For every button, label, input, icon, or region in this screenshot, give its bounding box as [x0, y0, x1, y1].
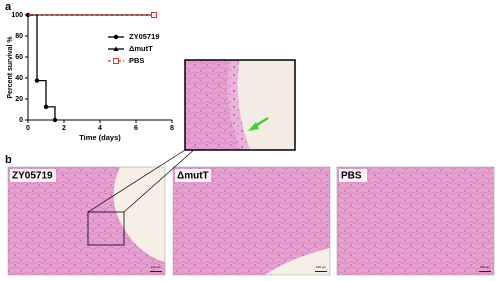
x-tick-label: 0 — [26, 125, 30, 132]
label-bg — [339, 169, 367, 182]
label-bg — [175, 169, 211, 182]
y-tick-label: 40 — [15, 75, 23, 82]
x-tick-label: 6 — [134, 125, 138, 132]
zoom-inset — [184, 59, 296, 151]
x-tick-label: 2 — [62, 125, 66, 132]
legend-marker — [113, 34, 119, 40]
y-tick-label: 60 — [15, 54, 23, 61]
histology-image — [7, 166, 166, 276]
scale-bar-label: 100 μm — [151, 265, 162, 269]
image-label: ZY05719 — [12, 171, 53, 182]
x-axis-label: Time (days) — [79, 133, 121, 142]
histology-image — [172, 166, 331, 276]
zoom-line — [87, 149, 186, 213]
y-tick-label: 100 — [11, 12, 23, 19]
y-tick-label: 0 — [19, 117, 23, 124]
scale-bar-label: 100 μm — [480, 265, 491, 269]
image-label: PBS — [341, 171, 362, 182]
x-tick-label: 8 — [170, 125, 174, 132]
series-line — [28, 14, 56, 120]
panel-label: a — [5, 1, 12, 13]
marker — [52, 117, 58, 123]
marker — [151, 12, 157, 18]
legend-label: ΔmutT — [129, 44, 153, 53]
marker — [43, 104, 49, 110]
scale-bar-label: 100 μm — [316, 265, 327, 269]
y-axis-label: Percent survival % — [7, 36, 14, 99]
legend-marker — [113, 46, 119, 51]
label-bg — [10, 169, 56, 182]
image-label: ΔmutT — [177, 171, 209, 182]
histology-image — [336, 166, 495, 276]
y-tick-label: 80 — [15, 33, 23, 40]
marker — [34, 78, 40, 83]
legend-label: PBS — [129, 56, 144, 65]
x-tick-label: 4 — [98, 125, 102, 132]
legend-label: ZY05719 — [129, 32, 159, 41]
y-tick-label: 20 — [15, 96, 23, 103]
panel-label: b — [5, 154, 12, 166]
legend-marker — [113, 58, 119, 64]
